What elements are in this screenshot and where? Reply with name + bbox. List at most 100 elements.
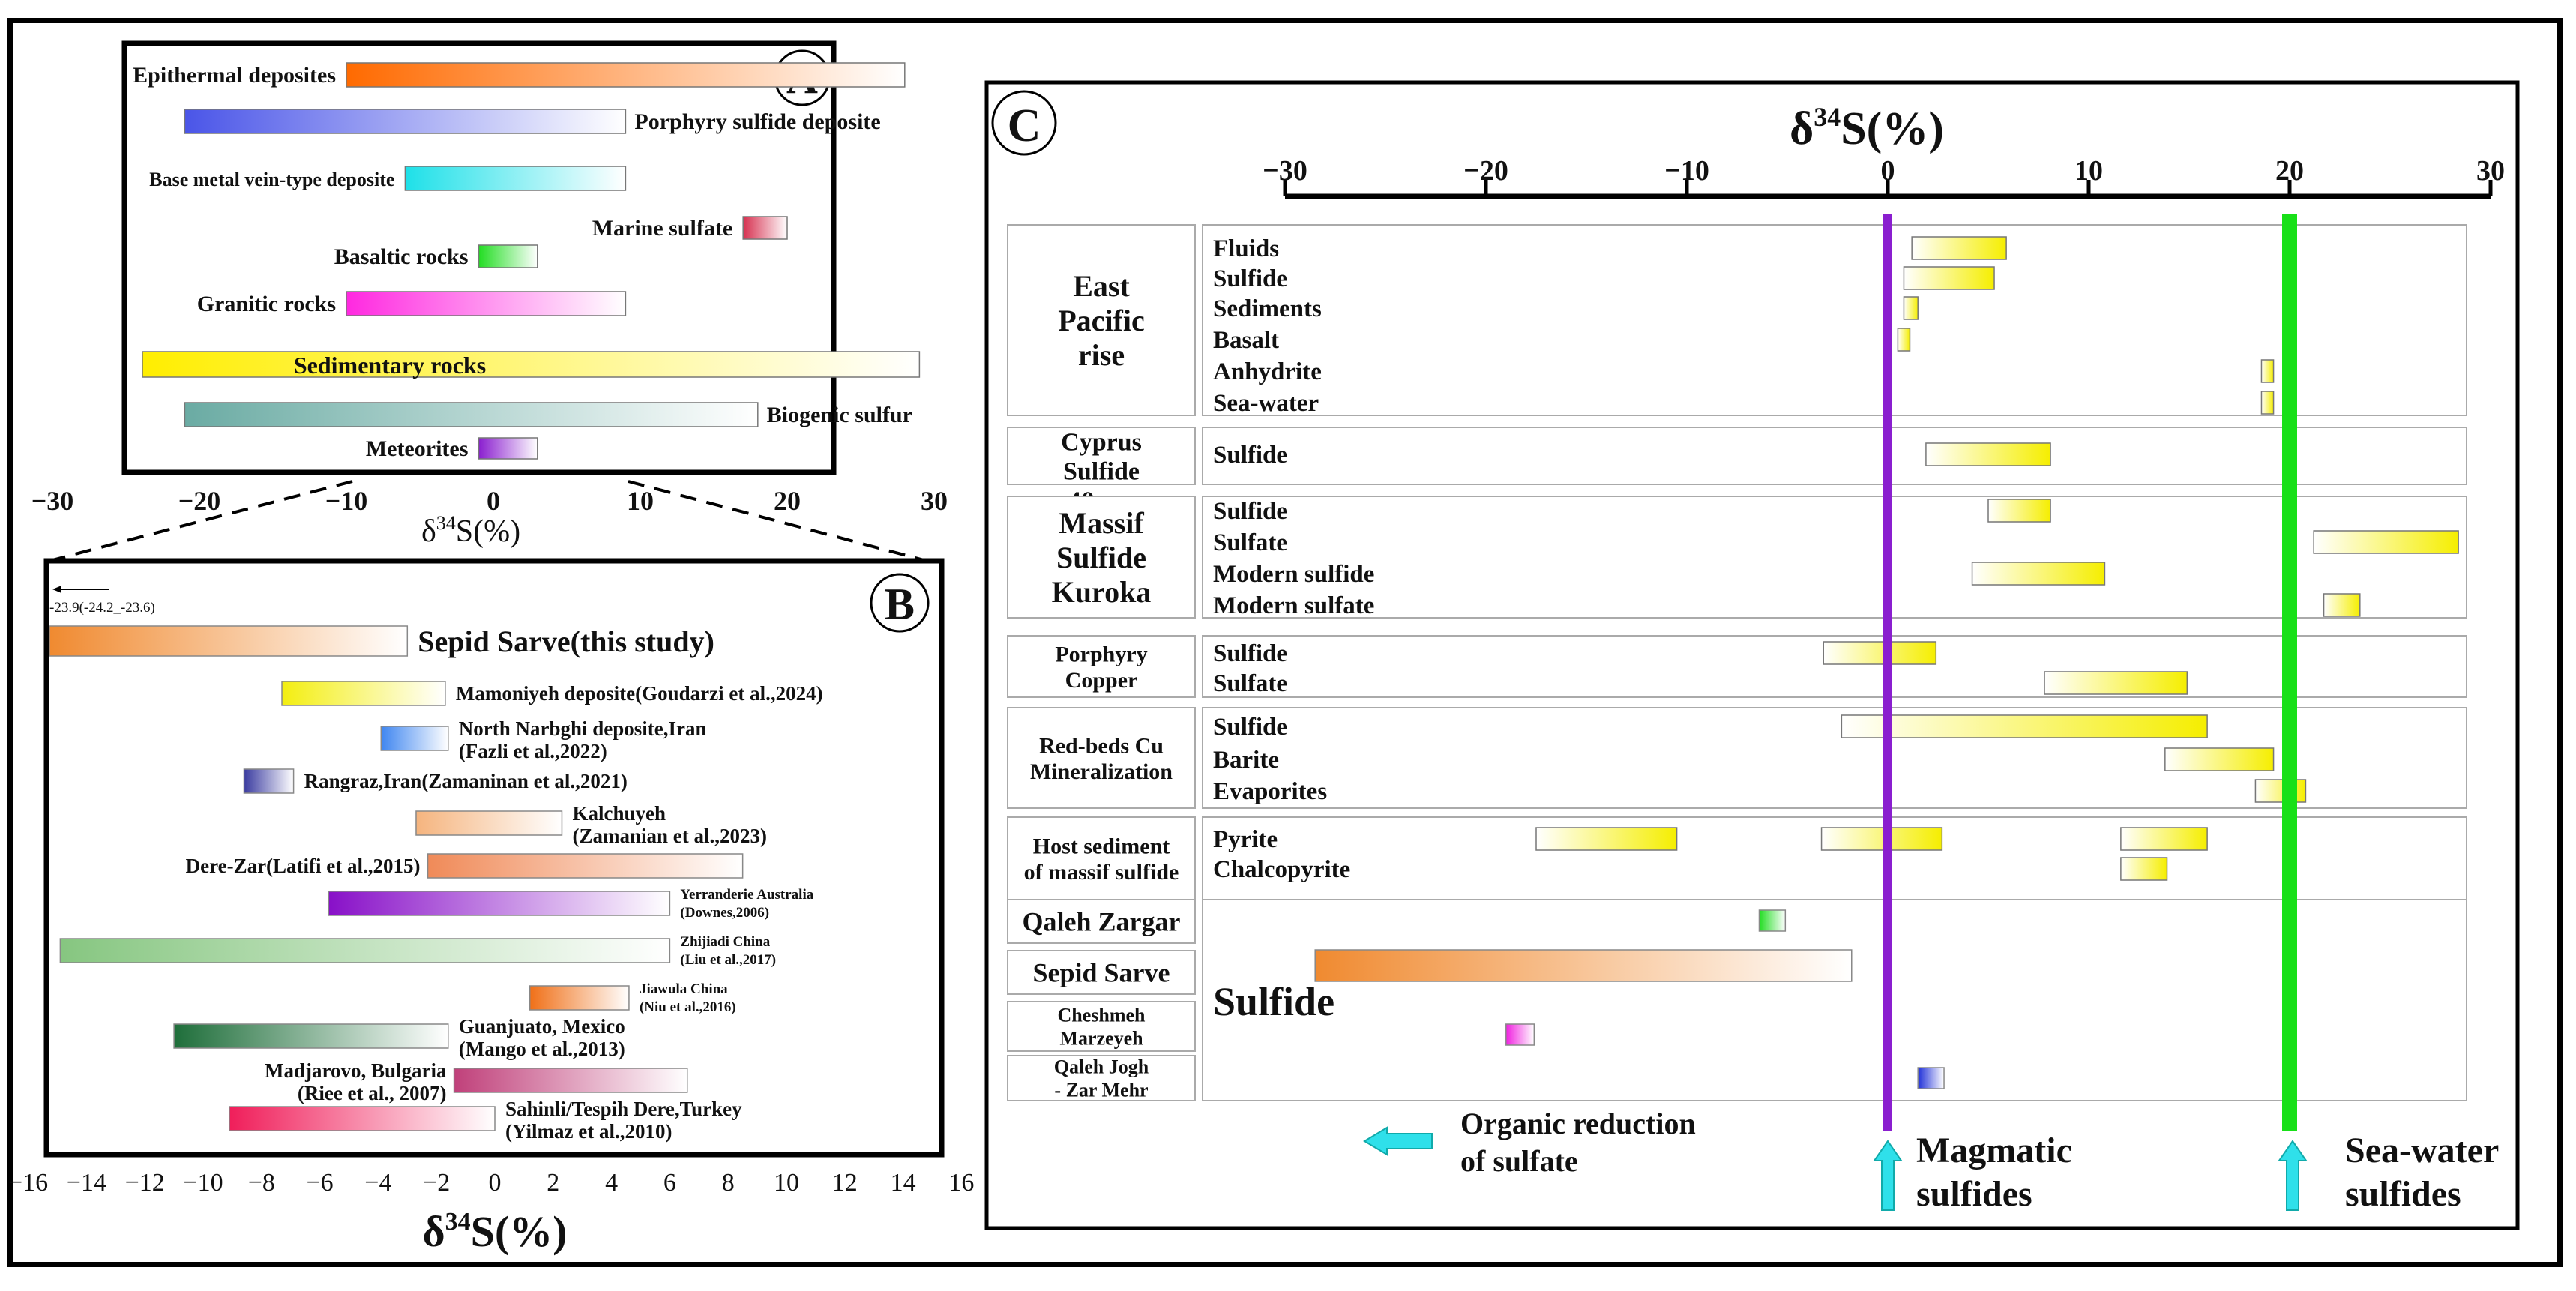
panel-c-letter: C — [1008, 100, 1041, 151]
panel-c-row-label: Basalt — [1213, 327, 1279, 354]
panel-c-bar — [1535, 827, 1678, 851]
panel-b-bars: Sepid Sarve(this study) Mamoniyeh deposit… — [49, 625, 823, 1143]
panel-c-row-label: Modern sulfide — [1213, 561, 1374, 588]
panel-c-row-label: Sulfide — [1213, 442, 1287, 469]
panel-c-group-name-box — [1007, 427, 1196, 485]
panel-c-row-label: Sulfide — [1213, 714, 1287, 741]
panel-b-bar-ref: (Downes,2006) — [680, 905, 769, 921]
panel-b-bar-label: Sepid Sarve(this study) — [418, 625, 714, 658]
panel-c-group-data-box — [1202, 427, 2467, 485]
panel-c-tick-label: −20 — [1463, 155, 1508, 187]
panel-b-tick-label: 16 — [948, 1169, 974, 1197]
panel-b-tick-label: −8 — [248, 1169, 275, 1197]
panel-b-bar-label: North Narbghi deposite,Iran — [459, 717, 707, 740]
panel-c-tick-label: 30 — [2476, 155, 2505, 187]
panel-c-bar — [2260, 391, 2275, 415]
panel-c-bar — [1841, 714, 2208, 738]
panel-c-row-label: Anhydrite — [1213, 358, 1322, 385]
panel-c-reference-lines — [1883, 214, 2297, 1131]
panel-c-group-name-line: Mineralization — [1030, 759, 1173, 784]
panel-c-tick-label: 20 — [2275, 155, 2304, 187]
panel-a-bar-label: Porphyry sulfide deposite — [634, 109, 880, 134]
panel-c-study-name-line: Marzeyeh — [1059, 1028, 1143, 1050]
panel-c-study-name-line: Qaleh Jogh — [1054, 1056, 1149, 1078]
panel-c-bar — [2254, 779, 2307, 803]
magmatic-label-2: sulfides — [1916, 1174, 2032, 1214]
panel-a-bar-label: Marine sulfate — [592, 216, 732, 241]
organic-arrow-icon — [1363, 1126, 1433, 1156]
panel-c-row-label: Sea-water — [1213, 390, 1319, 417]
panel-b-bar — [49, 625, 409, 657]
panel-c-bar — [2120, 827, 2208, 851]
panel-a-tick-label: −10 — [325, 486, 368, 516]
panel-c-tick-label: 10 — [2074, 155, 2103, 187]
panel-b-tick-label: 14 — [891, 1169, 916, 1197]
panel-b-tick-label: −10 — [183, 1169, 223, 1197]
panel-b-ticks: −16 −14 −12 −10 −8 −6 −4 −2 0 2 4 6 8 10 12 14 16 — [8, 1169, 974, 1197]
panel-c-bar — [1971, 562, 2106, 586]
panel-c-group-name-box — [1007, 496, 1196, 619]
magmatic-arrow-icon — [1873, 1140, 1903, 1211]
panel-c-study-name-box — [1007, 1001, 1196, 1052]
panel-c-groups: East Pacific rise Fluids Sulfide Sediments Bas… — [1007, 224, 2467, 900]
panel-a-bar-label: Sedimentary rocks — [294, 352, 486, 379]
panel-b-bar — [453, 1068, 688, 1093]
panel-b-tick-label: 8 — [722, 1169, 735, 1197]
panel-c-study-name-box — [1007, 1055, 1196, 1101]
panel-b-tick-label: −16 — [8, 1169, 48, 1197]
panel-c-row-label: Fluids — [1213, 235, 1279, 262]
panel-b-xlabel: δ34S(%) — [423, 1207, 568, 1256]
panel-c-bar — [1911, 236, 2007, 260]
panel-a-bar — [478, 244, 538, 268]
panel-c-bar — [1925, 442, 2051, 466]
panel-b-tick-label: 10 — [774, 1169, 799, 1197]
panel-c-bar — [2260, 359, 2275, 383]
panel-c-xlabel: δ34S(%) — [1790, 102, 1944, 154]
panel-a-tick-label: 10 — [627, 486, 654, 516]
panel-b-bar-label: Zhijiadi China — [680, 934, 770, 950]
figure-frame — [7, 18, 2563, 1267]
panel-a-bar — [478, 437, 538, 460]
panel-a-bar — [184, 402, 759, 427]
panel-c-group-name-box — [1007, 707, 1196, 809]
panel-c-axis: −30 −20 −10 0 10 20 30 — [1263, 155, 2505, 199]
panel-c-study-name: Sepid Sarve — [1032, 958, 1170, 988]
panel-c-study-name-box — [1007, 899, 1196, 944]
panel-b-tick-label: −4 — [364, 1169, 391, 1197]
panel-c-group-name-line: Kuroka — [1052, 575, 1152, 609]
panel-c-bar — [1897, 328, 1911, 352]
panel-c-group-data-box — [1202, 635, 2467, 698]
panel-b-bar-label: Dere-Zar(Latifi et al.,2015) — [186, 855, 421, 877]
panel-b-bar — [173, 1023, 449, 1049]
panel-c-group-name-line: Massif — [1059, 506, 1144, 540]
panel-c-study-data-box — [1202, 899, 2467, 1101]
panel-c-study-name-line: - Zar Mehr — [1054, 1080, 1148, 1101]
panel-c-bar — [2120, 857, 2168, 881]
panel-c-group-name-line: Copper — [1065, 668, 1138, 693]
panel-b-bar-label: Sahinli/Tespih Dere,Turkey — [505, 1098, 742, 1120]
seawater-arrow-icon — [2278, 1140, 2308, 1211]
panel-a-bar-label: Epithermal deposites — [133, 63, 336, 88]
panel-c-study-name-line: Qaleh Zargar — [1023, 907, 1181, 937]
panel-c-annotations: Organic reduction of sulfate Magmatic su… — [1363, 1107, 2499, 1214]
panel-b-bar — [380, 726, 449, 751]
panel-a-bar-label: Biogenic sulfur — [767, 403, 912, 427]
panel-b-bar-ref: (Liu et al.,2017) — [680, 952, 776, 968]
panel-b-bar-label: Madjarovo, Bulgaria — [265, 1059, 447, 1082]
panel-c-bar — [1987, 499, 2051, 523]
zoom-line-right — [628, 480, 927, 562]
magmatic-label-1: Magmatic — [1916, 1131, 2072, 1170]
panel-c-group-name: Cyprus Sulfide — [1061, 428, 1142, 485]
panel-c-group-data-box — [1202, 224, 2467, 416]
panel-a-bar-label: Granitic rocks — [197, 292, 336, 316]
panel-c-tick-label: −30 — [1263, 155, 1307, 187]
panel-c-row-label: Barite — [1213, 747, 1279, 774]
panel-b-tick-label: 12 — [832, 1169, 858, 1197]
panel-a-box — [121, 40, 837, 475]
panel-a-xlabel: δ34S(%) — [421, 512, 520, 549]
panel-b-bar — [328, 891, 671, 916]
panel-c-row-label: Sulfate — [1213, 529, 1287, 556]
panel-c-row-label: Evaporites — [1213, 778, 1327, 805]
